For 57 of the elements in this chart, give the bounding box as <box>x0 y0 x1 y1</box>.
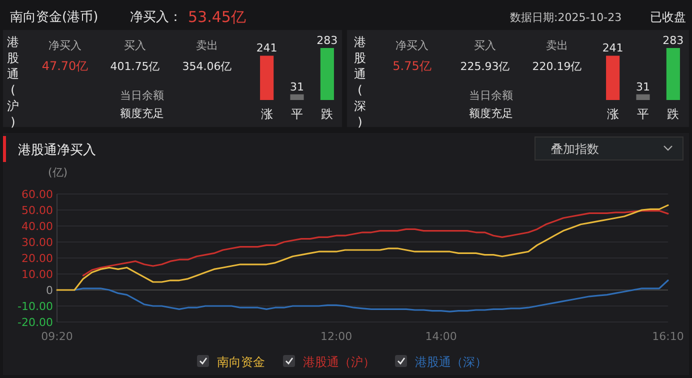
x-tick-label: 16:10 <box>652 330 684 343</box>
y-tick-label: 0 <box>46 284 53 297</box>
y-tick-label: 40.00 <box>22 220 53 233</box>
y-tick-label: 50.00 <box>22 204 53 217</box>
text: 53.45亿 <box>188 8 246 26</box>
y-tick-label: 60.00 <box>22 188 53 201</box>
x-tick-label: 涨 <box>260 107 273 121</box>
data-label: 31 <box>636 80 650 94</box>
x-tick-label: 12:00 <box>320 330 352 343</box>
data-label: 241 <box>256 42 278 55</box>
y-axis-title: (亿) <box>48 166 68 179</box>
x-tick-label: 14:00 <box>425 330 457 343</box>
text: 港股通（沪） <box>303 355 375 369</box>
x-tick-label: 涨 <box>606 107 619 121</box>
text: 当日余额 <box>469 89 513 102</box>
text: 净买入 <box>48 39 82 52</box>
text: 买入 <box>124 39 146 52</box>
text: 220.19亿 <box>532 60 582 73</box>
y-tick-label: -10.00 <box>18 300 53 313</box>
x-tick-label: 平 <box>637 107 649 121</box>
text: 买入 <box>474 39 496 52</box>
line-series <box>82 210 669 276</box>
text: 南向资金(港币) <box>10 10 98 25</box>
text: 额度充足 <box>469 107 513 120</box>
line-series <box>56 204 669 291</box>
text: 当日余额 <box>120 89 164 102</box>
text: 354.06亿 <box>182 60 232 73</box>
text: 已收盘 <box>650 10 686 24</box>
x-tick-label: 跌 <box>321 107 334 121</box>
line-series <box>74 280 669 312</box>
text: 47.70亿 <box>42 59 88 73</box>
text: 净买入 <box>396 39 428 52</box>
data-label: 283 <box>316 34 338 47</box>
y-tick-label: 20.00 <box>22 252 53 265</box>
x-tick-label: 平 <box>291 107 303 121</box>
text: 225.93亿 <box>460 60 510 73</box>
text: 401.75亿 <box>110 60 160 73</box>
text: 额度充足 <box>120 107 164 120</box>
data-label: 241 <box>602 42 624 55</box>
y-tick-label: 10.00 <box>22 268 53 281</box>
text: 叠加指数 <box>551 142 599 156</box>
text: 数据日期:2025-10-23 <box>510 11 622 24</box>
chart-title: 港股通净买入 <box>18 143 96 158</box>
text: 5.75亿 <box>392 59 432 73</box>
text: 港股通(沪) <box>7 35 19 129</box>
text: 南向资金 <box>217 355 265 369</box>
text: 卖出 <box>196 39 218 52</box>
text: 港股通(深) <box>354 35 366 129</box>
text: 净买入： <box>130 10 182 25</box>
data-label: 31 <box>290 80 304 94</box>
text: 港股通（深） <box>415 355 487 369</box>
x-tick-label: 09:20 <box>41 330 73 343</box>
y-tick-label: 30.00 <box>22 236 53 249</box>
x-tick-label: 跌 <box>667 107 680 121</box>
data-label: 283 <box>662 34 684 47</box>
y-tick-label: -20.00 <box>18 316 53 329</box>
text: 卖出 <box>546 39 568 52</box>
